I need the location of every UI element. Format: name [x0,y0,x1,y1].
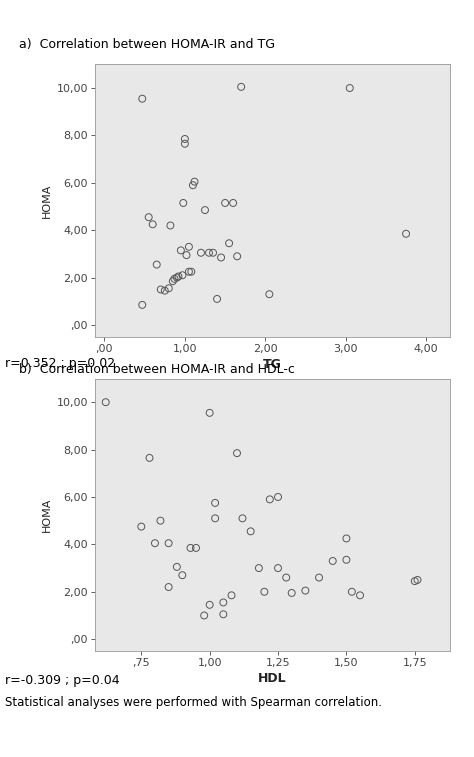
Text: b)  Correlation between HOMA-IR and HDL-c: b) Correlation between HOMA-IR and HDL-c [19,363,295,376]
Point [173,561,181,573]
Point [233,251,241,263]
Point [414,574,421,586]
Point [205,247,213,259]
Point [411,575,419,587]
Point [315,572,323,584]
Point [213,293,221,305]
Point [173,272,181,284]
Point [179,569,186,581]
Point [156,515,164,527]
Point [192,542,200,554]
Point [167,220,174,232]
Point [182,249,190,261]
Point [274,562,282,574]
Point [211,512,219,525]
Point [206,407,213,419]
Point [149,218,156,230]
Point [274,491,282,503]
Point [211,497,219,509]
Point [288,587,295,599]
Point [261,586,268,598]
Point [346,82,354,94]
Point [225,237,233,249]
Point [201,204,209,217]
Point [161,285,169,297]
X-axis label: TG: TG [263,358,282,371]
Y-axis label: HOMA: HOMA [42,497,52,532]
Point [145,211,153,223]
Point [229,197,237,209]
Point [265,288,273,301]
Point [153,259,161,271]
Point [197,247,205,259]
Point [177,245,185,257]
Point [237,81,245,93]
Point [329,555,337,567]
Point [233,447,241,459]
Point [165,537,173,550]
Point [219,597,227,609]
Point [180,197,187,209]
Point [348,586,356,598]
Point [255,562,263,574]
Point [209,247,217,259]
Point [247,525,255,537]
Point [102,396,109,408]
Point [157,283,164,295]
Y-axis label: HOMA: HOMA [42,183,52,218]
Point [343,532,350,544]
Point [187,542,194,554]
Point [151,537,159,550]
Point [138,299,146,311]
Point [206,599,213,611]
Point [266,494,273,506]
Point [219,608,227,620]
Point [138,92,146,104]
Point [171,273,178,285]
Point [239,512,246,525]
Point [228,589,235,601]
Text: r=0.352 ; p=0.02: r=0.352 ; p=0.02 [5,357,115,370]
Text: a)  Correlation between HOMA-IR and TG: a) Correlation between HOMA-IR and TG [19,38,275,51]
Point [165,282,173,294]
Point [181,138,189,150]
Point [191,176,198,188]
Point [188,266,195,278]
Point [283,572,290,584]
Point [169,275,177,287]
Point [217,251,225,263]
Point [343,553,350,565]
Point [146,452,153,464]
Point [402,228,410,240]
Point [221,197,229,209]
Point [356,589,364,601]
Point [165,581,173,593]
Point [181,133,189,145]
X-axis label: HDL: HDL [258,672,287,685]
Point [301,584,309,597]
Point [185,266,193,278]
Point [185,241,193,253]
Point [179,269,186,282]
Text: r=-0.309 ; p=0.04: r=-0.309 ; p=0.04 [5,674,119,687]
Point [189,179,197,192]
Text: Statistical analyses were performed with Spearman correlation.: Statistical analyses were performed with… [5,696,382,709]
Point [137,521,145,533]
Point [174,270,182,282]
Point [201,609,208,621]
